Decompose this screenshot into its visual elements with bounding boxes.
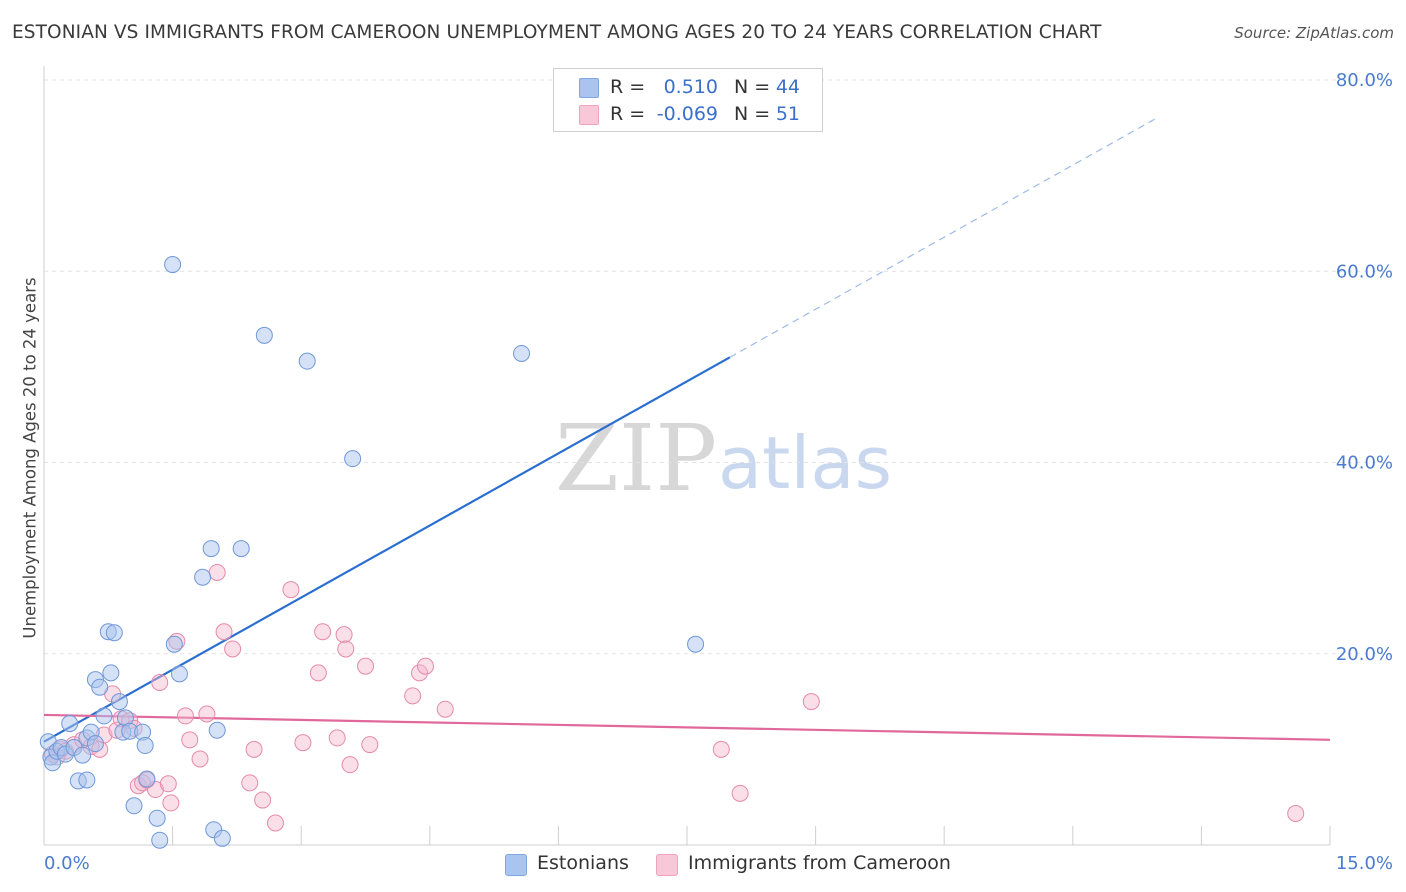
point-cameroon [282, 581, 300, 599]
point-estonians [194, 568, 212, 586]
point-cameroon [198, 705, 216, 723]
legend-row-cameroon: R = -0.069 N = 51 [554, 101, 822, 129]
y-tick-label: 80.0% [1336, 70, 1393, 91]
trend-lines [43, 116, 1331, 743]
legend-row-estonians: R = 0.510 N = 44 [554, 74, 822, 102]
legend-swatch-estonians [505, 854, 527, 876]
trend-line-cameroon [43, 713, 1331, 741]
chart-source: Source: ZipAtlas.com [1234, 24, 1394, 42]
data-points [39, 256, 1305, 849]
legend-r-value: 0.510 [663, 76, 718, 98]
point-estonians [105, 624, 123, 642]
point-cameroon [357, 657, 374, 675]
point-cameroon [411, 664, 429, 682]
trend-line-estonians [43, 356, 731, 743]
point-cameroon [191, 750, 209, 768]
point-estonians [95, 707, 113, 725]
point-cameroon [335, 626, 353, 644]
legend-r-label: R = [610, 103, 646, 125]
point-cameroon [245, 740, 263, 758]
point-estonians [298, 352, 316, 370]
legend-label-cameroon: Immigrants from Cameroon [688, 852, 951, 874]
point-cameroon [162, 794, 180, 812]
point-cameroon [417, 657, 435, 675]
x-tick-label: 0.0% [44, 853, 90, 874]
legend-swatch-estonians [579, 78, 599, 98]
point-cameroon [337, 640, 355, 658]
point-estonians [165, 635, 183, 653]
tick-labels: 20.0% 40.0% 60.0% 80.0% 0.0% 15.0% [44, 70, 1393, 874]
point-cameroon [159, 775, 177, 793]
point-estonians [102, 664, 120, 682]
point-estonians [110, 693, 128, 711]
point-cameroon [215, 623, 233, 641]
point-cameroon [361, 736, 379, 754]
legend-r-label: R = [610, 76, 646, 98]
point-cameroon [314, 623, 332, 641]
legend-n-value: 51 [775, 103, 800, 125]
point-estonians [151, 831, 169, 849]
point-estonians [136, 737, 154, 755]
y-tick-label: 60.0% [1336, 261, 1393, 282]
legend-label-estonians: Estonians [537, 852, 629, 874]
point-estonians [687, 635, 705, 653]
point-cameroon [731, 784, 749, 802]
point-cameroon [404, 687, 422, 705]
point-estonians [513, 344, 531, 362]
point-cameroon [208, 563, 226, 581]
point-cameroon [712, 740, 730, 758]
point-cameroon [328, 729, 346, 747]
point-cameroon [309, 664, 327, 682]
point-estonians [74, 746, 92, 764]
point-estonians [202, 540, 220, 558]
point-estonians [138, 770, 156, 788]
point-estonians [213, 829, 231, 847]
point-estonians [125, 797, 143, 815]
point-cameroon [294, 734, 312, 752]
legend-n-value: 44 [775, 76, 800, 98]
legend-n-label: N = [734, 103, 771, 125]
point-estonians [170, 665, 188, 683]
legend-swatch-cameroon [656, 854, 678, 876]
point-cameroon [151, 673, 169, 691]
legend-r-value: -0.069 [656, 103, 718, 125]
point-estonians [344, 450, 362, 468]
legend-n-label: N = [734, 76, 771, 98]
point-estonians [91, 678, 109, 696]
y-tick-label: 20.0% [1336, 644, 1393, 665]
point-cameroon [241, 774, 259, 792]
point-estonians [232, 540, 250, 558]
point-cameroon [436, 700, 454, 718]
point-cameroon [254, 791, 272, 809]
point-cameroon [341, 756, 359, 774]
point-estonians [78, 771, 96, 789]
point-cameroon [1287, 804, 1305, 822]
y-tick-label: 40.0% [1336, 453, 1393, 474]
grid-lines [44, 79, 1392, 655]
trend-line-estonians-projection [729, 116, 1159, 358]
point-cameroon [176, 707, 194, 725]
point-cameroon [181, 731, 199, 749]
point-estonians [255, 326, 273, 344]
point-estonians [86, 735, 104, 753]
point-cameroon [802, 693, 820, 711]
watermark-zip: ZIP [555, 405, 717, 512]
correlation-legend: R = 0.510 N = 44 R = -0.069 N = 51 [553, 68, 823, 132]
legend-swatch-cameroon [579, 105, 599, 125]
point-cameroon [266, 814, 284, 832]
series-legend: Estonians Immigrants from Cameroon [0, 852, 1406, 878]
chart-title: ESTONIAN VS IMMIGRANTS FROM CAMEROON UNE… [12, 22, 1102, 43]
point-estonians [208, 721, 226, 739]
point-estonians [164, 256, 182, 274]
x-tick-label: 15.0% [1336, 853, 1393, 874]
point-estonians [148, 809, 166, 827]
point-cameroon [224, 640, 242, 658]
point-estonians [61, 715, 79, 733]
